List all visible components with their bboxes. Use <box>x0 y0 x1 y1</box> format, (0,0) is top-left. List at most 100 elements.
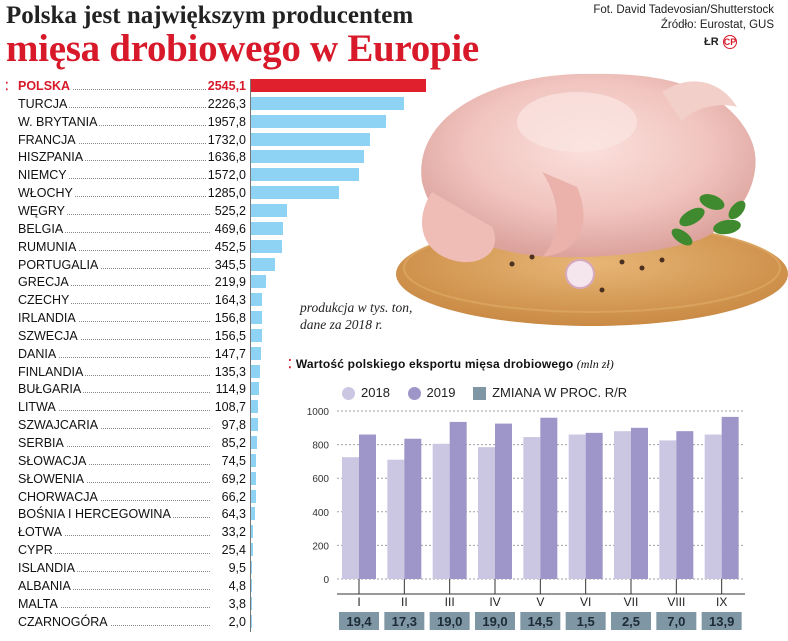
production-bar <box>251 489 256 503</box>
value-label: 156,5 <box>212 328 246 343</box>
title-line1: Polska jest największym producentem <box>6 2 414 29</box>
production-bar <box>251 453 257 467</box>
production-row-label: W. BRYTANIA 1957,8 <box>18 113 250 131</box>
photo-credit: Fot. David Tadevosian/Shutterstock <box>593 4 774 16</box>
production-row: GRECJA 219,9 <box>0 273 440 291</box>
production-row: SZWECJA 156,5 <box>0 327 440 345</box>
x-tick-label: III <box>445 595 455 609</box>
production-row: DANIA 147,7 <box>0 345 440 363</box>
country-label: LITWA <box>18 400 58 415</box>
x-tick-label: VII <box>624 595 639 609</box>
value-label: 1732,0 <box>205 132 246 147</box>
leader-dots <box>22 213 210 215</box>
production-row: FRANCJA 1732,0 <box>0 131 440 149</box>
production-row: BOŚNIA I HERCEGOWINA 64,3 <box>0 505 440 523</box>
change-label: 14,5 <box>528 614 553 629</box>
production-bar <box>251 275 267 289</box>
value-label: 1285,0 <box>205 186 246 201</box>
value-label: 525,2 <box>212 203 246 218</box>
production-bar <box>251 239 283 253</box>
production-bar <box>251 382 259 396</box>
value-label: 469,6 <box>212 221 246 236</box>
leader-dots <box>22 267 210 269</box>
production-bar <box>251 400 259 414</box>
legend-item-2018: 2018 <box>342 385 390 401</box>
country-label: CHORWACJA <box>18 489 100 504</box>
leader-dots <box>22 606 210 608</box>
production-row: RUMUNIA 452,5 <box>0 238 440 256</box>
legend-label-change: ZMIANA W PROC. R/R <box>492 385 628 400</box>
country-label: IRLANDIA <box>18 311 78 326</box>
bar-2018 <box>478 447 495 579</box>
production-row: SERBIA 85,2 <box>0 434 440 452</box>
legend-item-2019: 2019 <box>407 385 455 401</box>
export-chart-title: ⁚ Wartość polskiego eksportu mięsa drobio… <box>288 357 614 372</box>
country-label: WŁOCHY <box>18 186 75 201</box>
country-label: SŁOWACJA <box>18 453 89 468</box>
leader-dots <box>22 463 210 465</box>
legend-label-2018: 2018 <box>361 385 390 400</box>
production-row-label: TURCJA 2226,3 <box>18 95 250 113</box>
production-bar <box>251 221 284 235</box>
x-tick-label: IV <box>489 595 500 609</box>
production-bar <box>251 150 364 164</box>
country-label: POLSKA <box>18 79 73 93</box>
production-row-label: SZWAJCARIA 97,8 <box>18 416 250 434</box>
title-line2: mięsa drobiowego w Europie <box>6 27 479 70</box>
country-label: WĘGRY <box>18 203 67 218</box>
change-label: 1,5 <box>577 614 595 629</box>
leader-dots <box>22 231 210 233</box>
bar-2018 <box>614 431 631 579</box>
country-label: RUMUNIA <box>18 239 79 254</box>
bar-2019 <box>495 423 512 579</box>
value-label: 135,3 <box>212 364 246 379</box>
country-label: BELGIA <box>18 221 66 236</box>
production-bar <box>251 96 405 110</box>
legend-item-change: ZMIANA W PROC. R/R <box>473 385 628 401</box>
production-row-label: CZARNOGÓRA 2,0 <box>18 613 250 631</box>
country-label: W. BRYTANIA <box>18 114 100 129</box>
production-bar <box>251 186 340 200</box>
production-bar <box>251 560 252 574</box>
production-row: MALTA 3,8 <box>0 595 440 613</box>
production-row-label: PORTUGALIA 345,5 <box>18 256 250 274</box>
production-row-label: FRANCJA 1732,0 <box>18 131 250 149</box>
production-row: BELGIA 469,6 <box>0 220 440 238</box>
change-box <box>701 612 742 630</box>
export-chart-title-text: Wartość polskiego eksportu mięsa drobiow… <box>295 357 574 371</box>
production-row-label: CHORWACJA 66,2 <box>18 488 250 506</box>
value-label: 156,8 <box>212 311 246 326</box>
unit-note: produkcja w tys. ton, dane za 2018 r. <box>300 299 412 333</box>
value-label: 4,8 <box>226 578 246 593</box>
leader-dots <box>22 249 210 251</box>
highlight-marker-icon: ⁚ <box>5 81 9 93</box>
bar-2018 <box>704 434 722 579</box>
bar-2019 <box>449 421 467 579</box>
publisher-logo: ŁR CP <box>704 35 737 49</box>
country-label: HISZPANIA <box>18 150 86 165</box>
bar-2019 <box>676 431 694 579</box>
production-row-label: SŁOWACJA 74,5 <box>18 452 250 470</box>
value-label: 66,2 <box>219 489 246 504</box>
production-row: ALBANIA 4,8 <box>0 577 440 595</box>
production-bar <box>251 578 252 592</box>
raw-chicken-photo-icon <box>396 73 788 326</box>
leader-dots <box>22 410 210 412</box>
x-tick-label: V <box>536 595 544 609</box>
value-label: 64,3 <box>219 507 246 522</box>
legend-square-change-icon <box>473 387 487 401</box>
production-row-label: WŁOCHY 1285,0 <box>18 184 250 202</box>
country-label: CZECHY <box>18 293 72 308</box>
country-label: ALBANIA <box>18 578 73 593</box>
leader-dots <box>22 588 210 590</box>
change-label: 2,5 <box>622 614 640 629</box>
source-note: Źródło: Eurostat, GUS <box>660 19 774 31</box>
production-row: ⁚ POLSKA 2545,1 <box>0 77 440 95</box>
leader-dots <box>22 553 210 555</box>
production-row: CYPR 25,4 <box>0 541 440 559</box>
value-label: 33,2 <box>219 525 246 540</box>
production-bar <box>251 293 263 307</box>
country-label: GRECJA <box>18 275 71 290</box>
production-row-label: POLSKA 2545,1 <box>18 77 250 95</box>
production-row: CZECHY 164,3 <box>0 291 440 309</box>
